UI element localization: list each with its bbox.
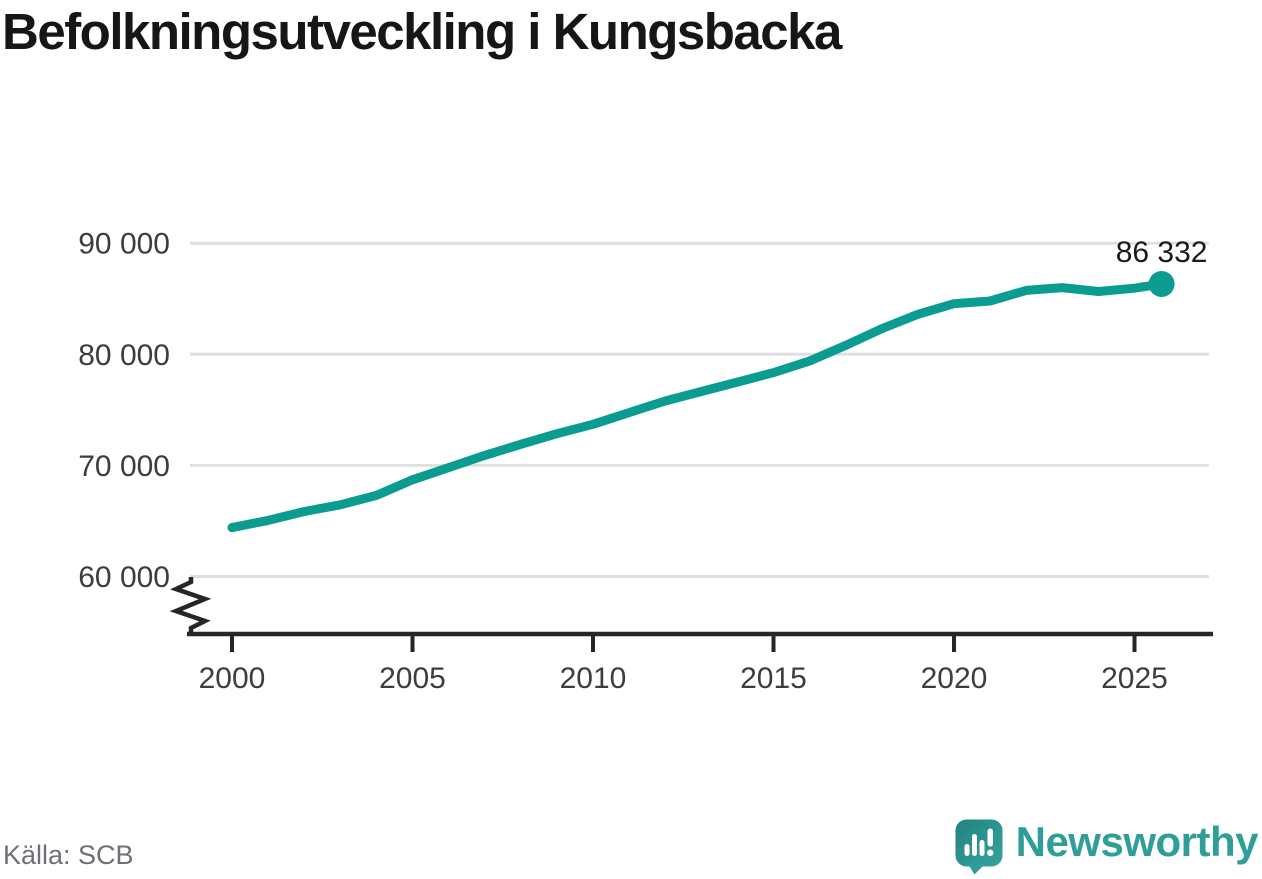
- end-point-dot: [1148, 270, 1175, 297]
- newsworthy-logo-text: Newsworthy: [1015, 818, 1259, 865]
- chart-title: Befolkningsutveckling i Kungsbacka: [2, 3, 842, 60]
- bar-short-icon: [964, 844, 970, 856]
- x-tick-label: 2000: [199, 662, 266, 695]
- y-tick-label: 90 000: [78, 228, 170, 261]
- population-line: [227, 279, 1167, 533]
- axis-break-icon: [169, 577, 212, 632]
- speech-bubble-tail: [967, 864, 985, 875]
- exclamation-bar-icon: [987, 828, 993, 847]
- end-point-label: 86 332: [1116, 236, 1208, 269]
- y-tick-label: 80 000: [78, 339, 170, 372]
- x-tick-label: 2015: [740, 662, 807, 695]
- bar-tall-icon: [971, 834, 977, 856]
- newsworthy-speech-bubble-icon: [955, 819, 1003, 875]
- exclamation-dot-icon: [986, 849, 994, 856]
- bar-medium-icon: [979, 840, 985, 856]
- y-tick-label: 70 000: [78, 450, 170, 483]
- x-tick-label: 2010: [560, 662, 627, 695]
- x-tick-label: 2020: [921, 662, 988, 695]
- source-note: Källa: SCB: [3, 840, 134, 870]
- y-tick-label: 60 000: [78, 561, 170, 594]
- speech-bubble-body: [955, 819, 1003, 867]
- newsworthy-logo: Newsworthy: [955, 818, 1259, 875]
- x-tick-label: 2005: [379, 662, 446, 695]
- x-tick-label: 2025: [1101, 662, 1168, 695]
